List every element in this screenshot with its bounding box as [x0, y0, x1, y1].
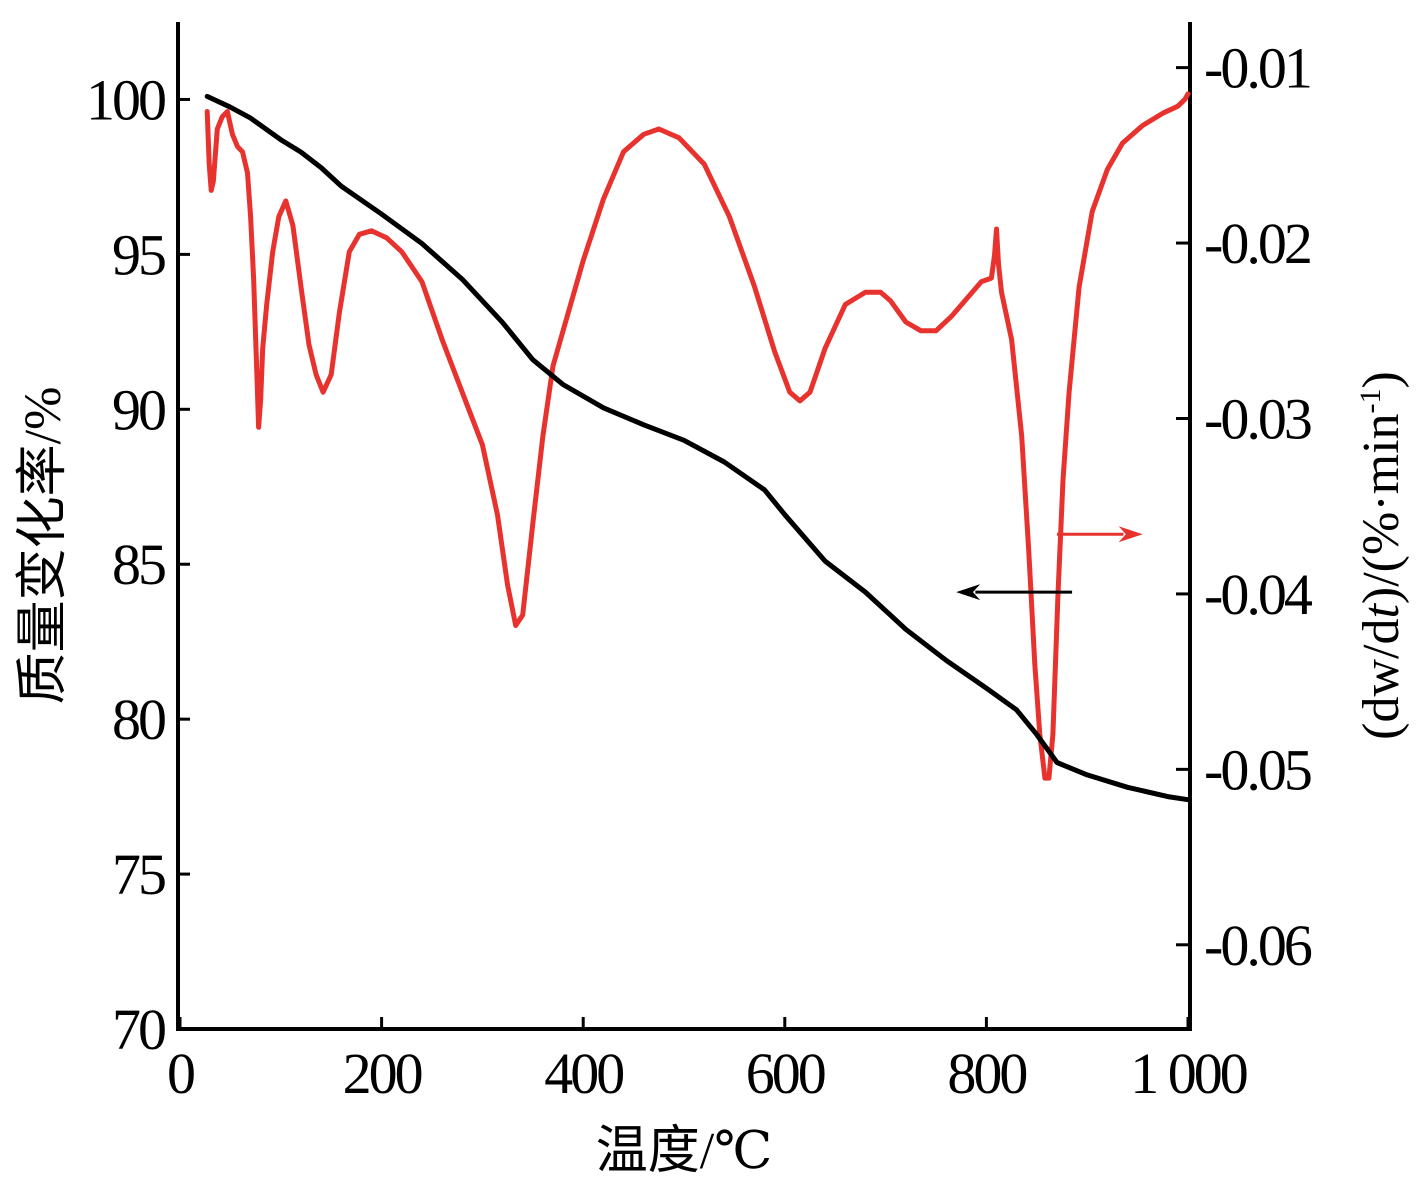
x-tick-label: 400 [544, 1041, 623, 1106]
tg-curve [204, 93, 1191, 803]
x-tick-label: 600 [746, 1041, 825, 1106]
tick-labels: 0 200 400 600 800 1 000 70 75 80 85 90 95 100 -0.06 -0… [86, 36, 1316, 1106]
y-left-tick-label: 75 [112, 842, 165, 907]
x-tick-label: 1 000 [1130, 1041, 1247, 1106]
y-right-axis-title: (dw/dt)/(%·min-1) [1353, 371, 1410, 740]
y-left-tick-label: 100 [86, 67, 165, 132]
y-right-tick-label: -0.06 [1204, 913, 1312, 978]
dtg-axis-arrow [1056, 526, 1143, 543]
y-left-tick-label: 90 [112, 377, 165, 442]
x-tick-label: 0 [167, 1041, 194, 1106]
y-right-tick-label: -0.02 [1204, 211, 1310, 276]
tg-axis-arrow [956, 584, 1073, 601]
y-right-tick-label: -0.05 [1204, 737, 1311, 802]
axes [176, 22, 1192, 1031]
arrow-head [956, 584, 981, 601]
tick-marks [178, 66, 1190, 1029]
arrow-head [1118, 526, 1143, 543]
y-right-title-open: (dw/d [1353, 619, 1410, 740]
y-left-tick-label: 80 [112, 687, 165, 752]
y-right-title-italic: t [1353, 603, 1410, 619]
y-left-tick-label: 95 [112, 222, 165, 287]
y-right-title-close: ) [1353, 371, 1410, 388]
x-axis-title: 温度/℃ [596, 1123, 773, 1180]
y-right-tick-label: -0.01 [1204, 36, 1310, 101]
x-tick-label: 200 [343, 1041, 422, 1106]
y-right-title-mid: )/(%·min [1353, 413, 1410, 604]
y-right-tick-label: -0.03 [1204, 386, 1311, 451]
x-tick-label: 800 [947, 1041, 1026, 1106]
y-left-tick-label: 70 [112, 997, 165, 1062]
y-right-tick-label: -0.04 [1204, 562, 1313, 627]
y-left-axis-title: 质量变化率/% [15, 387, 72, 705]
y-left-tick-label: 85 [112, 532, 165, 597]
dtg-curve [204, 91, 1191, 781]
y-right-title-sup: -1 [1354, 388, 1387, 413]
series [204, 91, 1191, 803]
annotations [956, 526, 1143, 601]
